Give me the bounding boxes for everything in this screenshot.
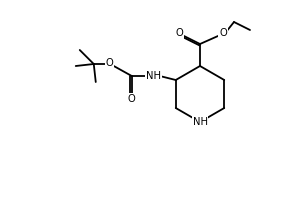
- Text: O: O: [175, 28, 183, 38]
- Text: NH: NH: [193, 117, 208, 127]
- Text: NH: NH: [146, 71, 161, 81]
- Text: O: O: [128, 94, 136, 104]
- Text: O: O: [106, 58, 114, 68]
- Text: O: O: [219, 28, 227, 38]
